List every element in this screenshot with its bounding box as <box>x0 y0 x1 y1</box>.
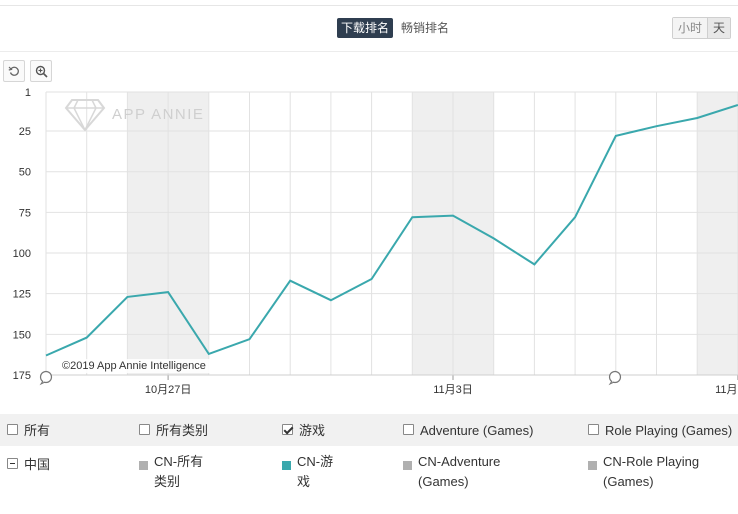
day-button[interactable]: 天 <box>707 18 731 38</box>
granularity-toggle: 小时 天 <box>672 17 732 39</box>
y-tick-label: 25 <box>19 126 31 138</box>
checkbox-checked-icon[interactable] <box>282 424 293 435</box>
y-tick-label: 100 <box>13 248 31 260</box>
header-divider <box>0 51 738 52</box>
country-china[interactable]: 中国 <box>7 455 50 475</box>
filter-label: 所有 <box>24 423 51 438</box>
collapse-icon[interactable] <box>7 458 18 469</box>
legend-cn-role-playing[interactable]: CN-Role Playing (Games) <box>588 452 699 492</box>
y-tick-label: 1 <box>25 87 31 99</box>
legend-line-1: CN-所有 <box>154 454 204 469</box>
legend-cn-adventure[interactable]: CN-Adventure (Games) <box>403 452 500 492</box>
category-filter-row: 所有 所有类别 游戏 Adventure (Games) Role Playin… <box>0 414 738 446</box>
legend-line-1: CN-Role Playing <box>603 454 700 469</box>
reset-zoom-button[interactable] <box>3 60 25 82</box>
y-tick-label: 175 <box>13 370 31 382</box>
legend-series-label: CN-游 戏 <box>297 452 333 492</box>
copyright-note: ©2019 App Annie Intelligence <box>58 359 210 373</box>
series-swatch <box>139 461 148 470</box>
legend-series-label: CN-Role Playing (Games) <box>603 452 699 492</box>
x-tick-label: 11月10日 <box>715 384 738 396</box>
filter-games[interactable]: 游戏 <box>282 421 325 441</box>
watermark-text: APP ANNIE <box>112 106 204 123</box>
legend-line-1: CN-Adventure <box>418 454 501 469</box>
country-label: 中国 <box>24 457 51 472</box>
zoom-in-icon <box>35 65 48 78</box>
event-marker-icon[interactable] <box>608 370 622 386</box>
filter-label: 游戏 <box>299 423 326 438</box>
event-marker-icon[interactable] <box>39 370 53 386</box>
y-tick-label: 75 <box>19 207 31 219</box>
legend-line-2: 类别 <box>154 474 181 489</box>
zoom-button[interactable] <box>30 60 52 82</box>
ranking-type-tabs: 下载排名 畅销排名 <box>337 18 453 38</box>
series-swatch <box>588 461 597 470</box>
legend-line-2: (Games) <box>603 474 654 489</box>
legend-line-1: CN-游 <box>297 454 334 469</box>
filter-adventure[interactable]: Adventure (Games) <box>403 421 533 441</box>
tab-download-rank[interactable]: 下载排名 <box>337 18 394 38</box>
weekend-band <box>697 92 738 375</box>
series-legend-row: 中国 CN-所有 类别 CN-游 戏 CN-Adventure (Games) … <box>0 449 738 499</box>
filter-label: Role Playing (Games) <box>605 423 733 438</box>
legend-cn-all-categories[interactable]: CN-所有 类别 <box>139 452 203 492</box>
app-annie-watermark: APP ANNIE <box>64 99 204 132</box>
filter-label: Adventure (Games) <box>420 423 534 438</box>
y-tick-label: 125 <box>13 289 31 301</box>
series-line-cn-games <box>45 104 738 357</box>
legend-series-label: CN-Adventure (Games) <box>418 452 500 492</box>
series-swatch <box>282 461 291 470</box>
filter-role-playing[interactable]: Role Playing (Games) <box>588 421 732 441</box>
x-tick-label: 11月3日 <box>433 384 473 396</box>
y-tick-label: 50 <box>19 167 31 179</box>
checkbox-icon[interactable] <box>403 424 414 435</box>
top-divider <box>0 5 738 6</box>
checkbox-icon[interactable] <box>588 424 599 435</box>
y-tick-label: 150 <box>13 329 31 341</box>
reset-icon <box>8 66 19 76</box>
checkbox-icon[interactable] <box>139 424 150 435</box>
legend-series-label: CN-所有 类别 <box>154 452 203 492</box>
hour-button[interactable]: 小时 <box>673 18 708 38</box>
filter-all[interactable]: 所有 <box>7 421 50 441</box>
tab-grossing-rank[interactable]: 畅销排名 <box>401 21 450 35</box>
legend-line-2: (Games) <box>418 474 469 489</box>
series-swatch <box>403 461 412 470</box>
legend-cn-games[interactable]: CN-游 戏 <box>282 452 333 492</box>
checkbox-icon[interactable] <box>7 424 18 435</box>
x-tick-label: 10月27日 <box>145 384 191 396</box>
filter-label: 所有类别 <box>156 423 209 438</box>
filter-all-categories[interactable]: 所有类别 <box>139 421 208 441</box>
legend-line-2: 戏 <box>297 474 311 489</box>
